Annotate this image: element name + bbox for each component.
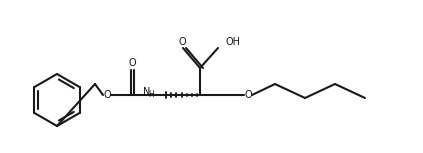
Text: O: O: [178, 37, 186, 47]
Text: O: O: [128, 58, 136, 68]
Text: N: N: [143, 87, 151, 97]
Text: OH: OH: [226, 37, 241, 47]
Text: H: H: [148, 90, 154, 99]
Text: O: O: [244, 90, 252, 100]
Text: O: O: [103, 90, 111, 100]
